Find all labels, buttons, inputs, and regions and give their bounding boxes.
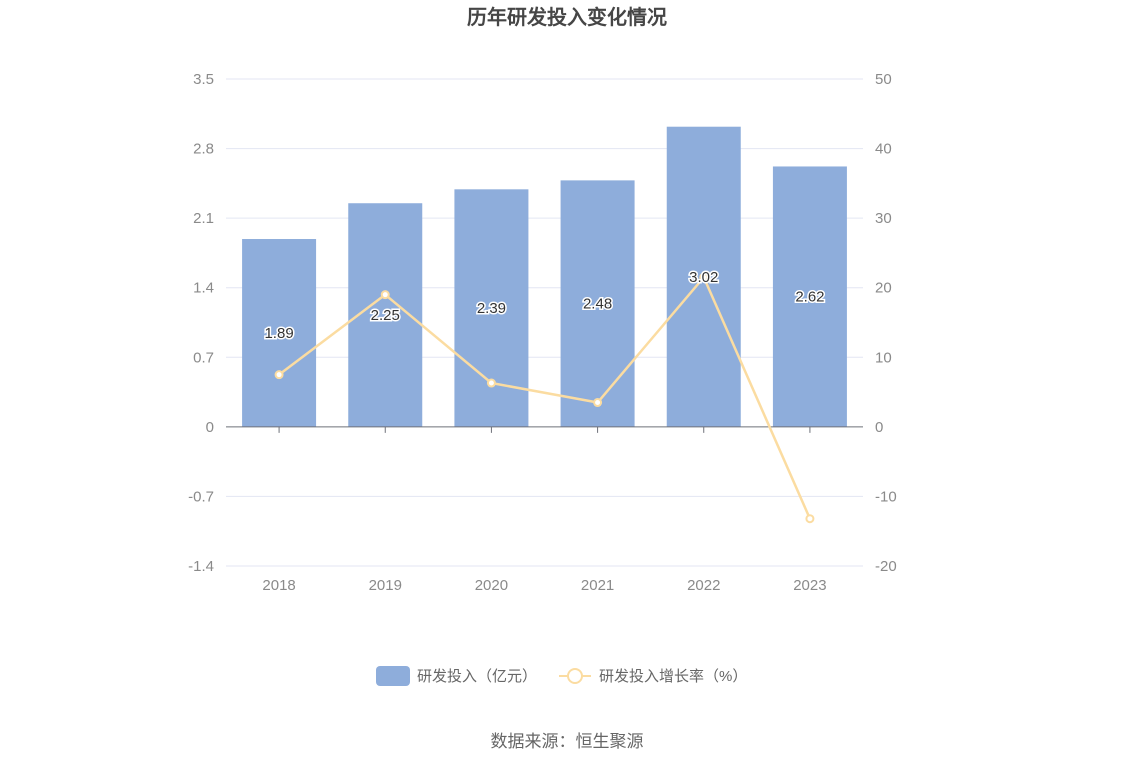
y-left-tick-label: 1.4 <box>193 280 214 297</box>
y-left-tick-label: -1.4 <box>188 558 214 575</box>
x-axis: 2018 2019 2020 2021 2022 2023 <box>226 426 863 594</box>
bar-value-label: 1.89 <box>264 325 293 342</box>
y-right-tick-label: -10 <box>875 488 897 505</box>
line-series <box>274 272 815 524</box>
line-point <box>486 378 496 388</box>
legend-line-marker <box>567 668 583 684</box>
y-right-tick-label: 20 <box>875 280 892 297</box>
y-left-tick-label: 2.1 <box>193 210 214 227</box>
y-left-tick-label: 2.8 <box>193 141 214 158</box>
bar <box>242 239 317 427</box>
line-point <box>593 398 603 408</box>
y-left-tick-label: -0.7 <box>188 488 214 505</box>
x-tick-label: 2022 <box>687 577 720 594</box>
x-tick-label: 2023 <box>793 577 826 594</box>
legend-swatch-bar <box>376 666 410 686</box>
x-tick-label: 2020 <box>475 577 508 594</box>
y-right-tick-label: 0 <box>875 419 883 436</box>
legend: 研发投入（亿元） 研发投入增长率（%） <box>376 666 747 686</box>
bar-series <box>242 126 847 427</box>
x-tick-label: 2021 <box>581 577 614 594</box>
legend-label-bar: 研发投入（亿元） <box>417 668 537 685</box>
legend-item-line[interactable]: 研发投入增长率（%） <box>559 668 747 685</box>
bar-value-label: 3.02 <box>689 269 718 286</box>
legend-item-bar[interactable]: 研发投入（亿元） <box>376 666 537 686</box>
bar <box>772 166 847 427</box>
y-left-tick-label: 3.5 <box>193 71 214 88</box>
line-point <box>699 272 709 282</box>
y-right-tick-label: 30 <box>875 210 892 227</box>
y-right-tick-label: -20 <box>875 558 897 575</box>
source-note: 数据来源：恒生聚源 <box>491 732 644 751</box>
chart-title: 历年研发投入变化情况 <box>467 5 667 29</box>
line-point <box>805 514 815 524</box>
y-axis-left: 3.5 2.8 2.1 1.4 0.7 0 -0.7 -1.4 <box>188 71 214 575</box>
y-left-tick-label: 0.7 <box>193 349 214 366</box>
x-tick-label: 2018 <box>262 577 295 594</box>
y-right-tick-label: 50 <box>875 71 892 88</box>
y-right-tick-label: 40 <box>875 141 892 158</box>
y-axis-right: 50 40 30 20 10 0 -10 -20 <box>875 71 897 575</box>
growth-line <box>278 276 812 520</box>
grid <box>226 78 863 567</box>
y-right-tick-label: 10 <box>875 349 892 366</box>
bar-value-label: 2.48 <box>583 296 612 313</box>
x-tick-label: 2019 <box>369 577 402 594</box>
bar-value-label: 2.39 <box>477 300 506 317</box>
line-point <box>274 370 284 380</box>
bar-value-label: 2.62 <box>795 289 824 306</box>
bar <box>560 180 635 427</box>
legend-label-line: 研发投入增长率（%） <box>599 668 747 685</box>
bar-labels: 1.89 2.25 2.39 2.48 3.02 2.62 <box>263 267 826 343</box>
y-left-tick-label: 0 <box>206 419 214 436</box>
line-point <box>380 290 390 300</box>
bar-value-label: 2.25 <box>371 307 400 324</box>
